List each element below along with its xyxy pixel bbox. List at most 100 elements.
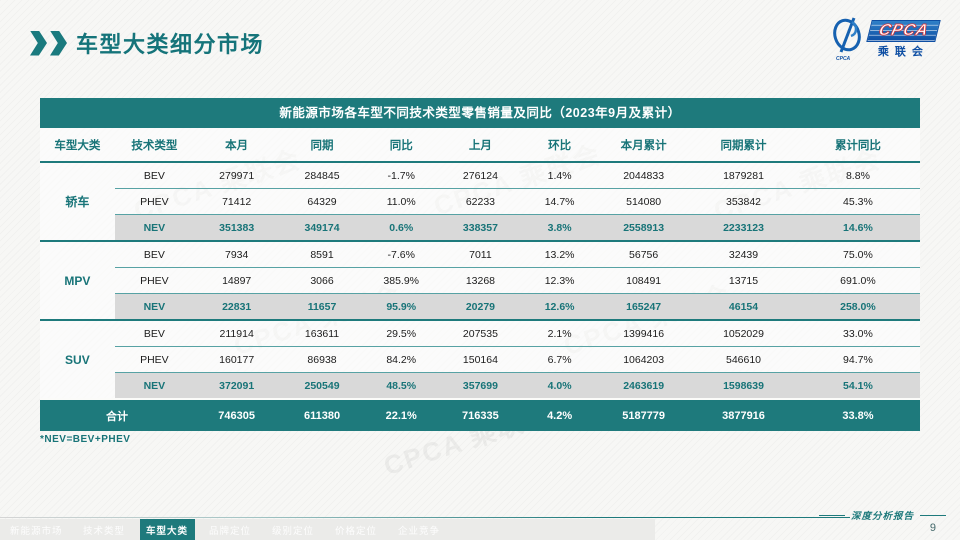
value-cell: 86938 bbox=[279, 346, 365, 373]
value-cell: 12.6% bbox=[523, 293, 597, 320]
report-dash-right bbox=[920, 514, 946, 516]
tab-enterprise-competition[interactable]: 企业竞争 bbox=[398, 525, 441, 537]
chevron-right-icon bbox=[50, 30, 67, 56]
value-cell: 48.5% bbox=[364, 372, 438, 399]
value-cell: 4.0% bbox=[523, 372, 597, 399]
column-header: 同期累计 bbox=[691, 128, 796, 163]
total-value-cell: 3877916 bbox=[691, 398, 796, 431]
total-value-cell: 746305 bbox=[193, 398, 280, 431]
tab-price-positioning[interactable]: 价格定位 bbox=[335, 525, 378, 537]
total-value-cell: 4.2% bbox=[523, 398, 597, 431]
total-value-cell: 33.8% bbox=[795, 398, 920, 431]
value-cell: 29.5% bbox=[364, 319, 438, 347]
value-cell: 8591 bbox=[279, 240, 365, 268]
value-cell: 46154 bbox=[691, 293, 796, 320]
value-cell: 3.8% bbox=[523, 214, 597, 241]
value-cell: 353842 bbox=[691, 188, 796, 215]
tech-type-cell: PHEV bbox=[114, 267, 194, 294]
value-cell: -7.6% bbox=[364, 240, 438, 268]
value-cell: 13.2% bbox=[523, 240, 597, 268]
total-value-cell: 22.1% bbox=[364, 398, 438, 431]
logo-wordmark: CPCA 乘联会 bbox=[865, 19, 941, 59]
table-title: 新能源市场各车型不同技术类型零售销量及同比（2023年9月及累计） bbox=[40, 98, 920, 128]
table-row: MPV BEV 7934 8591 -7.6% 7011 13.2% 56756… bbox=[40, 240, 920, 320]
total-label-cell: 合计 bbox=[40, 398, 194, 431]
value-cell: 14.7% bbox=[523, 188, 597, 215]
value-cell: 84.2% bbox=[364, 346, 438, 373]
value-cell: 7011 bbox=[437, 240, 524, 268]
value-cell: 211914 bbox=[193, 319, 280, 347]
table-row-nev: NEV 22831 11657 95.9% 20279 12.6% 165247… bbox=[40, 293, 920, 320]
page-number: 9 bbox=[929, 522, 936, 534]
value-cell: 349174 bbox=[279, 214, 365, 241]
value-cell: 71412 bbox=[193, 188, 280, 215]
value-cell: 14.6% bbox=[795, 214, 920, 241]
report-dash-left bbox=[818, 514, 845, 516]
value-cell: 2558913 bbox=[596, 214, 692, 241]
value-cell: 7934 bbox=[193, 240, 280, 268]
value-cell: 1052029 bbox=[691, 319, 796, 347]
value-cell: 2044833 bbox=[623, 169, 665, 182]
total-value-cell: 611380 bbox=[279, 398, 365, 431]
column-header: 累计同比 bbox=[795, 128, 920, 163]
tab-class-positioning[interactable]: 级别定位 bbox=[272, 525, 315, 537]
double-chevron-icon bbox=[30, 30, 67, 56]
report-label: 深度分析报告 bbox=[850, 511, 914, 522]
category-cell: MPV bbox=[40, 240, 115, 320]
value-cell: 75.0% bbox=[795, 240, 920, 268]
table-row-nev: NEV 372091 250549 48.5% 357699 4.0% 2463… bbox=[40, 372, 920, 399]
value-cell: 62233 bbox=[437, 188, 524, 215]
value-cell: 2.1% bbox=[523, 319, 597, 347]
value-cell: 372091 bbox=[193, 372, 280, 399]
tab-nev-market[interactable]: 新能源市场 bbox=[10, 525, 63, 537]
tech-type-cell: NEV bbox=[114, 293, 194, 320]
tab-brand-positioning[interactable]: 品牌定位 bbox=[209, 525, 252, 537]
value-cell: 279971 bbox=[219, 169, 255, 182]
value-cell: 56756 bbox=[596, 240, 692, 268]
value-cell: 94.7% bbox=[795, 346, 920, 373]
value-cell: 3066 bbox=[279, 267, 365, 294]
value-cell: 13268 bbox=[437, 267, 524, 294]
value-cell: 14897 bbox=[193, 267, 280, 294]
value-cell: 207535 bbox=[437, 319, 524, 347]
column-header: 环比 bbox=[523, 128, 597, 163]
table-footnote: *NEV=BEV+PHEV bbox=[40, 434, 131, 445]
logo-chinese: 乘联会 bbox=[877, 45, 929, 58]
column-header-row: 车型大类 技术类型 本月 同期 同比 上月 环比 本月累计 同期累计 累计同比 bbox=[40, 128, 920, 163]
value-cell: 385.9% bbox=[364, 267, 438, 294]
column-header: 同期 bbox=[279, 128, 365, 163]
value-cell: 20279 bbox=[437, 293, 524, 320]
value-cell: 22831 bbox=[193, 293, 280, 320]
page-title: 车型大类细分市场 bbox=[76, 32, 265, 57]
value-cell: 13715 bbox=[691, 267, 796, 294]
tech-type-cell: BEV bbox=[143, 169, 165, 182]
tech-type-cell: PHEV bbox=[114, 346, 194, 373]
cpca-logo: CPCA CPCA 乘联会 bbox=[830, 16, 941, 62]
value-cell: -1.7% bbox=[387, 169, 415, 182]
value-cell: 45.3% bbox=[795, 188, 920, 215]
value-cell: 1598639 bbox=[691, 372, 796, 399]
value-cell: 150164 bbox=[437, 346, 524, 373]
slide-header: 车型大类细分市场 bbox=[30, 27, 264, 59]
value-cell: 691.0% bbox=[795, 267, 920, 294]
total-row: 合计 746305 611380 22.1% 716335 4.2% 51877… bbox=[40, 398, 920, 431]
bottom-nav: 新能源市场 技术类型 车型大类 品牌定位 级别定位 价格定位 企业竞争 bbox=[0, 519, 655, 540]
value-cell: 8.8% bbox=[845, 169, 870, 182]
value-cell: 6.7% bbox=[523, 346, 597, 373]
tab-vehicle-category[interactable]: 车型大类 bbox=[139, 519, 195, 540]
value-cell: 351383 bbox=[193, 214, 280, 241]
report-label-group: 深度分析报告 bbox=[818, 508, 946, 522]
sales-table: 车型大类 技术类型 本月 同期 同比 上月 环比 本月累计 同期累计 累计同比 … bbox=[40, 128, 920, 431]
logo-band: CPCA bbox=[865, 19, 941, 42]
value-cell: 2463619 bbox=[596, 372, 692, 399]
footer-divider bbox=[0, 517, 850, 518]
column-header: 本月累计 bbox=[596, 128, 692, 163]
value-cell: 284845 bbox=[304, 169, 340, 182]
category-cell: SUV bbox=[40, 319, 115, 399]
tab-tech-type[interactable]: 技术类型 bbox=[83, 525, 126, 537]
value-cell: 0.6% bbox=[364, 214, 438, 241]
column-header: 技术类型 bbox=[114, 128, 194, 163]
column-header: 车型大类 bbox=[40, 128, 115, 163]
tech-type-cell: NEV bbox=[114, 214, 194, 241]
